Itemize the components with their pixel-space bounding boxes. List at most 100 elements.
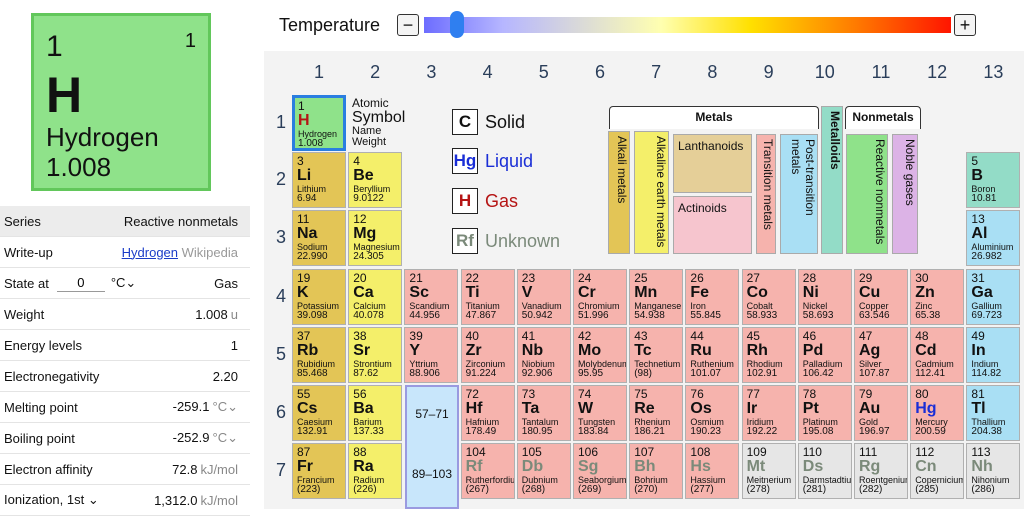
- element-gallium[interactable]: 31 Ga Gallium 69.723: [966, 269, 1021, 325]
- boiling-unit-select[interactable]: °C⌄: [213, 430, 239, 445]
- element-technetium[interactable]: 43 Tc Technetium (98): [629, 327, 684, 383]
- category-post-transition-metals[interactable]: Post-transition metals: [780, 134, 818, 254]
- element-yttrium[interactable]: 39 Y Yttrium 88.906: [404, 327, 459, 383]
- element-lithium[interactable]: 3 Li Lithium 6.94: [292, 152, 346, 208]
- element-ruthenium[interactable]: 44 Ru Ruthenium 101.07: [685, 327, 740, 383]
- element-vanadium[interactable]: 23 V Vanadium 50.942: [516, 269, 571, 325]
- element-molybdenum[interactable]: 42 Mo Molybdenum 95.95: [573, 327, 627, 383]
- element-tantalum[interactable]: 73 Ta Tantalum 180.95: [516, 385, 571, 441]
- element-barium[interactable]: 56 Ba Barium 137.33: [348, 385, 403, 441]
- legend-liquid-label: Liquid: [485, 151, 534, 171]
- element-francium[interactable]: 87 Fr Francium (223): [292, 443, 346, 499]
- element-bohrium[interactable]: 107 Bh Bohrium (270): [629, 443, 684, 499]
- element-weight: 39.098: [297, 310, 328, 321]
- element-seaborgium[interactable]: 106 Sg Seaborgium (269): [573, 443, 627, 499]
- category-noble-gases[interactable]: Noble gases: [892, 134, 918, 254]
- element-scandium[interactable]: 21 Sc Scandium 44.956: [404, 269, 459, 325]
- element-hydrogen[interactable]: 1 H Hydrogen 1.008: [292, 95, 346, 151]
- element-indium[interactable]: 49 In Indium 114.82: [966, 327, 1021, 383]
- temperature-slider-handle[interactable]: [449, 11, 464, 38]
- category-actinoids[interactable]: Actinoids: [673, 196, 752, 254]
- element-gold[interactable]: 79 Au Gold 196.97: [854, 385, 908, 441]
- category-alkaline-earth-metals[interactable]: Alkaline earth metals: [634, 131, 669, 254]
- element-symbol: In: [971, 342, 986, 359]
- category-transition-metals[interactable]: Transition metals: [756, 134, 776, 254]
- lanthanoid-actinoid-placeholder[interactable]: 57–71 89–103: [405, 385, 459, 509]
- element-rhenium[interactable]: 75 Re Rhenium 186.21: [629, 385, 684, 441]
- element-symbol: Db: [521, 458, 544, 475]
- element-boron[interactable]: 5 B Boron 10.81: [966, 152, 1021, 208]
- element-radium[interactable]: 88 Ra Radium (226): [348, 443, 403, 499]
- element-dubnium[interactable]: 105 Db Dubnium (268): [516, 443, 571, 499]
- element-iridium[interactable]: 77 Ir Iridium 192.22: [741, 385, 796, 441]
- writeup-link[interactable]: Hydrogen: [121, 244, 179, 260]
- temperature-slider-track[interactable]: [424, 17, 951, 33]
- state-temperature-input[interactable]: [56, 274, 105, 292]
- element-cobalt[interactable]: 27 Co Cobalt 58.933: [741, 269, 796, 325]
- element-number: 113: [971, 445, 991, 459]
- element-number: 47: [859, 329, 873, 343]
- element-hafnium[interactable]: 72 Hf Hafnium 178.49: [460, 385, 515, 441]
- element-rutherfordium[interactable]: 104RfRutherfordium(267): [460, 443, 515, 499]
- element-tungsten[interactable]: 74 W Tungsten 183.84: [573, 385, 627, 441]
- element-copernicium[interactable]: 112 Cn Copernicium (285): [910, 443, 965, 499]
- state-unit-select[interactable]: °C⌄: [111, 275, 137, 291]
- element-iron[interactable]: 26 Fe Iron 55.845: [685, 269, 740, 325]
- element-rubidium[interactable]: 37 Rb Rubidium 85.468: [292, 327, 346, 383]
- element-copper[interactable]: 29 Cu Copper 63.546: [854, 269, 908, 325]
- element-number: 111: [859, 445, 878, 459]
- element-thallium[interactable]: 81 Tl Thallium 204.38: [966, 385, 1021, 441]
- element-roentgenium[interactable]: 111 Rg Roentgenium (282): [854, 443, 908, 499]
- element-weight: (278): [746, 484, 770, 495]
- element-number: 45: [746, 329, 760, 343]
- element-hassium[interactable]: 108 Hs Hassium (277): [685, 443, 740, 499]
- element-sodium[interactable]: 11 Na Sodium 22.990: [292, 210, 346, 266]
- element-palladium[interactable]: 46 Pd Palladium 106.42: [797, 327, 852, 383]
- element-platinum[interactable]: 78 Pt Platinum 195.08: [797, 385, 852, 441]
- category-lanthanoids[interactable]: Lanthanoids: [673, 134, 752, 193]
- element-niobium[interactable]: 41 Nb Niobium 92.906: [516, 327, 571, 383]
- element-strontium[interactable]: 38 Sr Strontium 87.62: [348, 327, 403, 383]
- temperature-decrease-button[interactable]: −: [397, 14, 419, 36]
- category-metalloids[interactable]: Metalloids: [821, 106, 843, 254]
- element-manganese[interactable]: 25 Mn Manganese 54.938: [629, 269, 684, 325]
- element-weight: 107.87: [859, 368, 890, 379]
- element-beryllium[interactable]: 4 Be Beryllium 9.0122: [348, 152, 403, 208]
- element-zirconium[interactable]: 40 Zr Zirconium 91.224: [460, 327, 515, 383]
- element-calcium[interactable]: 20 Ca Calcium 40.078: [348, 269, 403, 325]
- element-potassium[interactable]: 19 K Potassium 39.098: [292, 269, 346, 325]
- element-weight: 22.990: [297, 251, 328, 262]
- element-silver[interactable]: 47 Ag Silver 107.87: [854, 327, 908, 383]
- element-name: Rhodium: [746, 359, 783, 369]
- ionization-select[interactable]: Ionization, 1st ⌄: [4, 492, 99, 508]
- temperature-increase-button[interactable]: +: [954, 14, 976, 36]
- group-header-13: 13: [983, 62, 1004, 82]
- element-cadmium[interactable]: 48 Cd Cadmium 112.41: [910, 327, 965, 383]
- element-symbol: Cd: [915, 342, 937, 359]
- category-reactive-nonmetals[interactable]: Reactive nonmetals: [846, 134, 888, 254]
- element-darmstadtium[interactable]: 110DsDarmstadtium(281): [797, 443, 852, 499]
- element-aluminium[interactable]: 13 Al Aluminium 26.982: [966, 210, 1021, 266]
- element-meitnerium[interactable]: 109 Mt Meitnerium (278): [741, 443, 796, 499]
- element-osmium[interactable]: 76 Os Osmium 190.23: [685, 385, 740, 441]
- element-rhodium[interactable]: 45 Rh Rhodium 102.91: [741, 327, 796, 383]
- element-number: 74: [578, 387, 592, 401]
- element-nihonium[interactable]: 113 Nh Nihonium (286): [966, 443, 1021, 499]
- element-zinc[interactable]: 30 Zn Zinc 65.38: [910, 269, 965, 325]
- category-alkali-metals[interactable]: Alkali metals: [608, 131, 630, 254]
- element-titanium[interactable]: 22 Ti Titanium 47.867: [460, 269, 515, 325]
- boiling-value: -252.9: [172, 430, 210, 445]
- weight-unit: u: [230, 306, 238, 322]
- element-name: Nihonium: [971, 475, 1010, 485]
- element-nickel[interactable]: 28 Ni Nickel 58.693: [797, 269, 852, 325]
- element-chromium[interactable]: 24 Cr Chromium 51.996: [573, 269, 627, 325]
- element-symbol: Hs: [690, 458, 711, 475]
- element-mercury[interactable]: 80 Hg Mercury 200.59: [910, 385, 965, 441]
- melting-unit-select[interactable]: °C⌄: [213, 399, 239, 414]
- writeup-label: Write-up: [4, 244, 53, 260]
- element-caesium[interactable]: 55 Cs Caesium 132.91: [292, 385, 346, 441]
- electronegativity-label: Electronegativity: [4, 368, 100, 384]
- element-magnesium[interactable]: 12 Mg Magnesium 24.305: [348, 210, 403, 266]
- element-name: Zirconium: [465, 359, 506, 369]
- key-atomic: Atomic: [352, 96, 389, 110]
